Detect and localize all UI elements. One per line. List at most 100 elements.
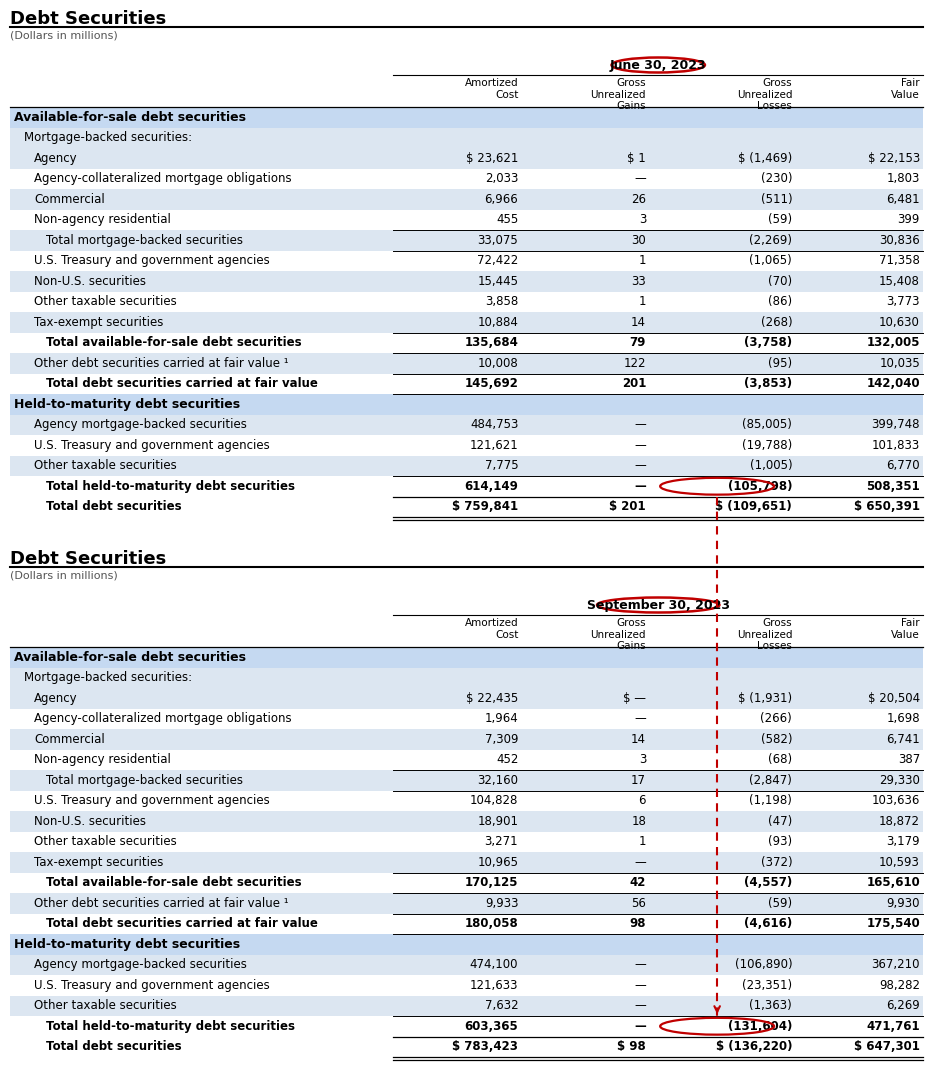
Text: —: — [634, 1019, 646, 1033]
Text: (372): (372) [760, 856, 792, 869]
Text: 10,008: 10,008 [478, 357, 518, 369]
Text: 14: 14 [631, 732, 646, 745]
Text: Total available-for-sale debt securities: Total available-for-sale debt securities [46, 336, 301, 349]
Text: (1,363): (1,363) [749, 999, 792, 1013]
Text: Gross
Unrealized
Gains: Gross Unrealized Gains [591, 78, 646, 112]
Text: —: — [634, 958, 646, 971]
Text: Tax-exempt securities: Tax-exempt securities [34, 316, 163, 329]
Text: 6,741: 6,741 [886, 732, 920, 745]
Text: 98,282: 98,282 [879, 978, 920, 991]
Text: 10,035: 10,035 [879, 357, 920, 369]
Text: $ 22,153: $ 22,153 [868, 151, 920, 164]
Text: Other taxable securities: Other taxable securities [34, 836, 176, 848]
Text: Tax-exempt securities: Tax-exempt securities [34, 856, 163, 869]
Text: Mortgage-backed securities:: Mortgage-backed securities: [24, 131, 192, 144]
FancyBboxPatch shape [10, 1016, 923, 1036]
Text: $ (109,651): $ (109,651) [716, 500, 792, 513]
Text: U.S. Treasury and government agencies: U.S. Treasury and government agencies [34, 439, 270, 452]
Text: 180,058: 180,058 [465, 917, 518, 930]
Text: 3,271: 3,271 [484, 836, 518, 848]
Text: Commercial: Commercial [34, 192, 104, 206]
Text: Mortgage-backed securities:: Mortgage-backed securities: [24, 671, 192, 684]
Text: Total debt securities carried at fair value: Total debt securities carried at fair va… [46, 377, 318, 390]
FancyBboxPatch shape [10, 709, 923, 729]
Text: —: — [634, 712, 646, 725]
Text: Gross
Unrealized
Gains: Gross Unrealized Gains [591, 618, 646, 651]
Text: 15,408: 15,408 [879, 275, 920, 288]
Text: 135,684: 135,684 [465, 336, 518, 349]
FancyBboxPatch shape [10, 496, 923, 517]
FancyBboxPatch shape [10, 476, 923, 496]
Text: —: — [634, 856, 646, 869]
Text: Agency mortgage-backed securities: Agency mortgage-backed securities [34, 418, 247, 432]
FancyBboxPatch shape [10, 169, 923, 189]
FancyBboxPatch shape [10, 148, 923, 169]
Text: (19,788): (19,788) [742, 439, 792, 452]
Text: (85,005): (85,005) [743, 418, 792, 432]
Text: (131,604): (131,604) [728, 1019, 792, 1033]
FancyBboxPatch shape [10, 435, 923, 455]
Text: Debt Securities: Debt Securities [10, 550, 166, 568]
Text: Other taxable securities: Other taxable securities [34, 999, 176, 1013]
Text: 9,930: 9,930 [886, 897, 920, 910]
Text: 474,100: 474,100 [470, 958, 518, 971]
Text: 614,149: 614,149 [465, 480, 518, 493]
Text: $ 647,301: $ 647,301 [854, 1041, 920, 1054]
Text: (3,853): (3,853) [744, 377, 792, 390]
Text: (95): (95) [768, 357, 792, 369]
FancyBboxPatch shape [10, 313, 923, 333]
Text: (93): (93) [768, 836, 792, 848]
Text: —: — [634, 439, 646, 452]
Text: —: — [634, 480, 646, 493]
Text: (70): (70) [768, 275, 792, 288]
Text: (Dollars in millions): (Dollars in millions) [10, 30, 118, 40]
Text: Commercial: Commercial [34, 732, 104, 745]
Text: $ 201: $ 201 [609, 500, 646, 513]
Text: Other taxable securities: Other taxable securities [34, 460, 176, 473]
FancyBboxPatch shape [10, 729, 923, 750]
Text: 367,210: 367,210 [871, 958, 920, 971]
Text: 121,633: 121,633 [470, 978, 518, 991]
FancyBboxPatch shape [10, 688, 923, 709]
Text: 72,422: 72,422 [477, 255, 518, 267]
Text: Total debt securities: Total debt securities [46, 500, 182, 513]
Text: (268): (268) [760, 316, 792, 329]
Text: 6,966: 6,966 [484, 192, 518, 206]
Text: 98: 98 [630, 917, 646, 930]
Text: Fair
Value: Fair Value [891, 78, 920, 100]
FancyBboxPatch shape [10, 892, 923, 914]
FancyBboxPatch shape [10, 852, 923, 872]
Text: 103,636: 103,636 [871, 795, 920, 808]
Text: 30: 30 [632, 234, 646, 247]
Text: Total mortgage-backed securities: Total mortgage-backed securities [46, 234, 243, 247]
Text: (266): (266) [760, 712, 792, 725]
Text: Other taxable securities: Other taxable securities [34, 295, 176, 308]
FancyBboxPatch shape [10, 271, 923, 291]
FancyBboxPatch shape [10, 333, 923, 353]
Text: $ (136,220): $ (136,220) [716, 1041, 792, 1054]
Text: 145,692: 145,692 [465, 377, 518, 390]
Text: Fair
Value: Fair Value [891, 618, 920, 640]
Text: 56: 56 [632, 897, 646, 910]
Text: 17: 17 [631, 773, 646, 787]
FancyBboxPatch shape [10, 1036, 923, 1057]
Text: Agency-collateralized mortgage obligations: Agency-collateralized mortgage obligatio… [34, 712, 292, 725]
Text: Non-agency residential: Non-agency residential [34, 753, 171, 766]
Text: $ 98: $ 98 [618, 1041, 646, 1054]
Text: 170,125: 170,125 [465, 876, 518, 889]
Text: $ 22,435: $ 22,435 [466, 692, 518, 705]
Text: 201: 201 [621, 377, 646, 390]
Text: 132,005: 132,005 [867, 336, 920, 349]
Text: September 30, 2023: September 30, 2023 [587, 598, 730, 611]
FancyBboxPatch shape [10, 415, 923, 435]
Text: Held-to-maturity debt securities: Held-to-maturity debt securities [14, 397, 240, 410]
FancyBboxPatch shape [10, 872, 923, 892]
Text: 6: 6 [638, 795, 646, 808]
Text: 6,269: 6,269 [886, 999, 920, 1013]
Text: Debt Securities: Debt Securities [10, 10, 166, 28]
Text: Agency-collateralized mortgage obligations: Agency-collateralized mortgage obligatio… [34, 172, 292, 185]
Text: —: — [634, 999, 646, 1013]
Text: 399: 399 [898, 214, 920, 227]
Text: $ —: $ — [623, 692, 646, 705]
Text: Gross
Unrealized
Losses: Gross Unrealized Losses [737, 618, 792, 651]
